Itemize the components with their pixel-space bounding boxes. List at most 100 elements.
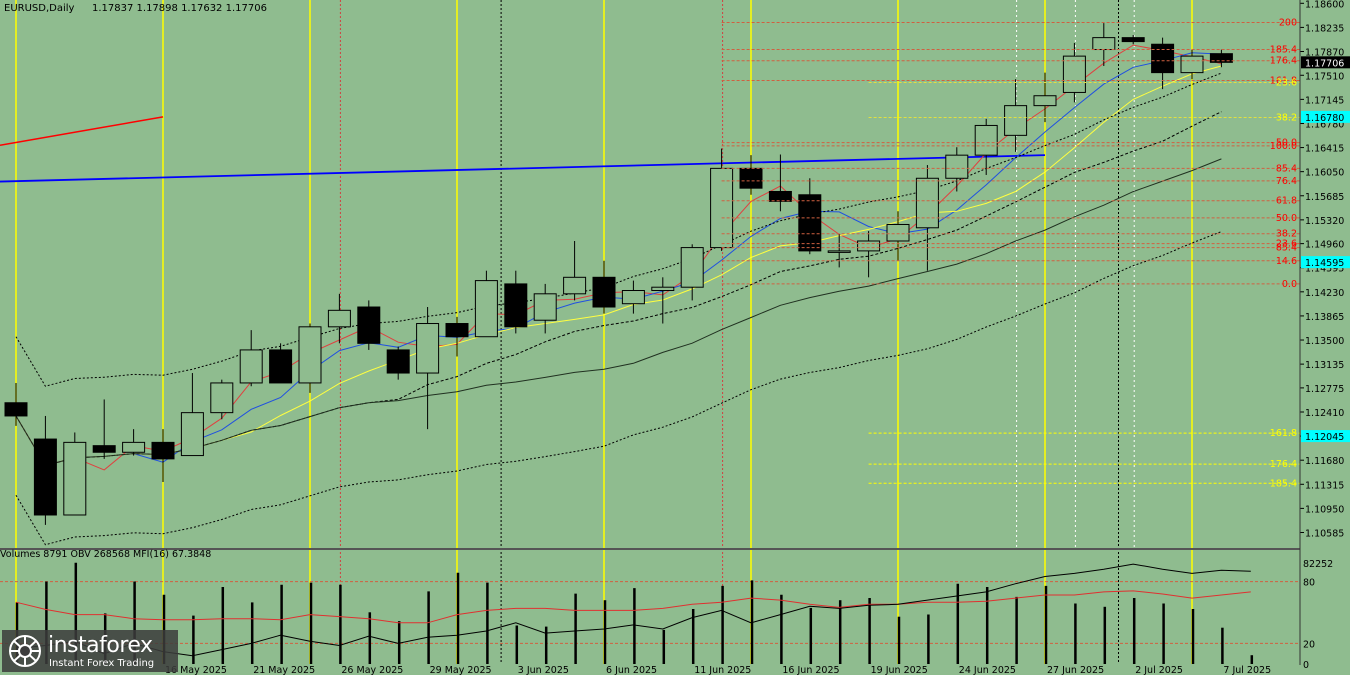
fib-upper-label: 161.8 <box>1270 76 1297 87</box>
lower-band-line <box>15 231 1222 546</box>
instaforex-watermark: instaforex Instant Forex Trading <box>2 630 178 672</box>
fibonacci-layer: 200185.4176.4161.823.638.250.0100.085.47… <box>721 17 1300 489</box>
bull-candle <box>239 349 263 384</box>
bull-candle <box>180 412 204 457</box>
bear-candle <box>269 349 293 384</box>
fib-lower-label: 38.2 <box>1276 229 1297 240</box>
bear-candle <box>4 402 28 417</box>
mfi-line <box>15 590 1251 624</box>
ma-blue-line <box>15 52 1222 467</box>
bull-candle <box>474 280 498 338</box>
upper-band-line <box>15 72 1222 387</box>
price-axis-label: 1.13865 <box>1305 312 1344 323</box>
price-axis-label: 1.14595 <box>1305 264 1344 275</box>
chart-ohlc: 1.17837 1.17898 1.17632 1.17706 <box>92 3 267 14</box>
bull-candle <box>327 309 351 328</box>
price-axis-label: 1.16415 <box>1305 144 1344 155</box>
bear-candle <box>357 306 381 344</box>
fib-lower-label: 85.4 <box>1276 163 1297 174</box>
price-tag-box <box>1301 110 1350 123</box>
price-axis-label: 1.13135 <box>1305 360 1344 371</box>
fib-low-label: 161.8 <box>1270 428 1297 439</box>
date-axis-label: 19 Jun 2025 <box>871 665 928 675</box>
price-axis-label: 1.14230 <box>1305 288 1344 299</box>
price-tag-text: 1.12045 <box>1305 432 1344 443</box>
chart-symbol: EURUSD,Daily <box>4 3 75 14</box>
fib-lower-label: 85.4 <box>1276 243 1297 254</box>
current-price-text: 1.17706 <box>1305 58 1344 69</box>
date-axis-label: 11 Jun 2025 <box>694 665 751 675</box>
red-trendline <box>0 116 164 146</box>
price-axis-label: 1.17870 <box>1305 47 1344 58</box>
bull-candle <box>298 326 322 384</box>
fib-upper-label: 185.4 <box>1270 45 1297 56</box>
bull-candle <box>710 167 734 249</box>
bull-candle <box>915 177 939 229</box>
bear-candle <box>504 283 528 328</box>
bear-candle <box>1121 37 1145 43</box>
date-axis-label: 7 Jul 2025 <box>1223 665 1271 675</box>
fib-mid-label: 38.2 <box>1276 113 1297 124</box>
price-axis-label: 1.10950 <box>1305 504 1344 515</box>
price-axis: 1.18600 1.18235 1.17870 1.17510 1.17145 1.167… <box>165 0 1350 675</box>
bull-candle <box>63 441 87 516</box>
bear-candle <box>445 323 469 338</box>
price-tag-box <box>1301 430 1350 443</box>
bear-candle <box>768 190 792 202</box>
bear-candle <box>1151 43 1175 74</box>
bull-candle <box>827 250 851 253</box>
bull-candle <box>1033 95 1057 107</box>
fib-upper-label: 176.4 <box>1270 56 1297 67</box>
watermark-brand: instaforex <box>48 633 153 658</box>
price-axis-label: 1.18235 <box>1305 23 1344 34</box>
bull-candle <box>1092 37 1116 51</box>
fib-upper-label: 200 <box>1279 17 1297 28</box>
price-axis-label: 1.12775 <box>1305 384 1344 395</box>
blue-trendline <box>0 154 1046 183</box>
date-axis-label: 26 May 2025 <box>341 665 403 675</box>
fib-lower-label: 50.0 <box>1276 213 1297 224</box>
bear-candle <box>33 438 57 516</box>
bull-candle <box>563 276 587 295</box>
date-axis-label: 2 Jul 2025 <box>1135 665 1183 675</box>
bull-candle <box>210 382 234 414</box>
bear-candle <box>151 441 175 460</box>
price-tag-box <box>1301 256 1350 269</box>
fib-lower-label: 50.0 <box>1276 138 1297 149</box>
price-axis-label: 1.17145 <box>1305 95 1344 106</box>
price-axis-label: 1.15685 <box>1305 192 1344 203</box>
date-axis-label: 3 Jun 2025 <box>518 665 569 675</box>
date-axis-label: 16 May 2025 <box>165 665 227 675</box>
bull-candle <box>1062 55 1086 93</box>
fib-lower-label: 61.8 <box>1276 196 1297 207</box>
instaforex-logo-icon <box>9 635 41 667</box>
date-axis-label: 6 Jun 2025 <box>606 665 657 675</box>
bear-candle <box>92 445 116 453</box>
price-axis-label: 1.16050 <box>1305 168 1344 179</box>
date-axis-label: 16 Jun 2025 <box>782 665 839 675</box>
date-axis-label: 24 Jun 2025 <box>959 665 1016 675</box>
price-axis-label: 1.10585 <box>1305 528 1344 539</box>
price-tag-text: 1.16780 <box>1305 113 1344 124</box>
price-tag-text: 1.14595 <box>1305 258 1344 269</box>
bear-candle <box>592 276 616 308</box>
fib-lower-label: 14.6 <box>1276 256 1297 267</box>
indicator-scale-label: 80 <box>1303 578 1315 589</box>
price-axis-label: 1.16780 <box>1305 119 1344 130</box>
price-axis-label: 1.15320 <box>1305 216 1344 227</box>
bull-candle <box>945 154 969 179</box>
bear-candle <box>739 167 763 189</box>
price-axis-label: 1.13500 <box>1305 336 1344 347</box>
price-axis-label: 1.17510 <box>1305 71 1344 82</box>
bear-candle <box>1209 53 1233 63</box>
indicator-scale-label: 20 <box>1303 639 1315 650</box>
bull-candle <box>621 290 645 305</box>
fib-lower-label: 23.6 <box>1276 239 1297 250</box>
bear-candle <box>386 349 410 374</box>
date-axis-label: 27 Jun 2025 <box>1047 665 1104 675</box>
fib-lower-label: 76.4 <box>1276 176 1297 187</box>
bull-candle <box>416 323 440 374</box>
bull-candle <box>1004 105 1028 136</box>
